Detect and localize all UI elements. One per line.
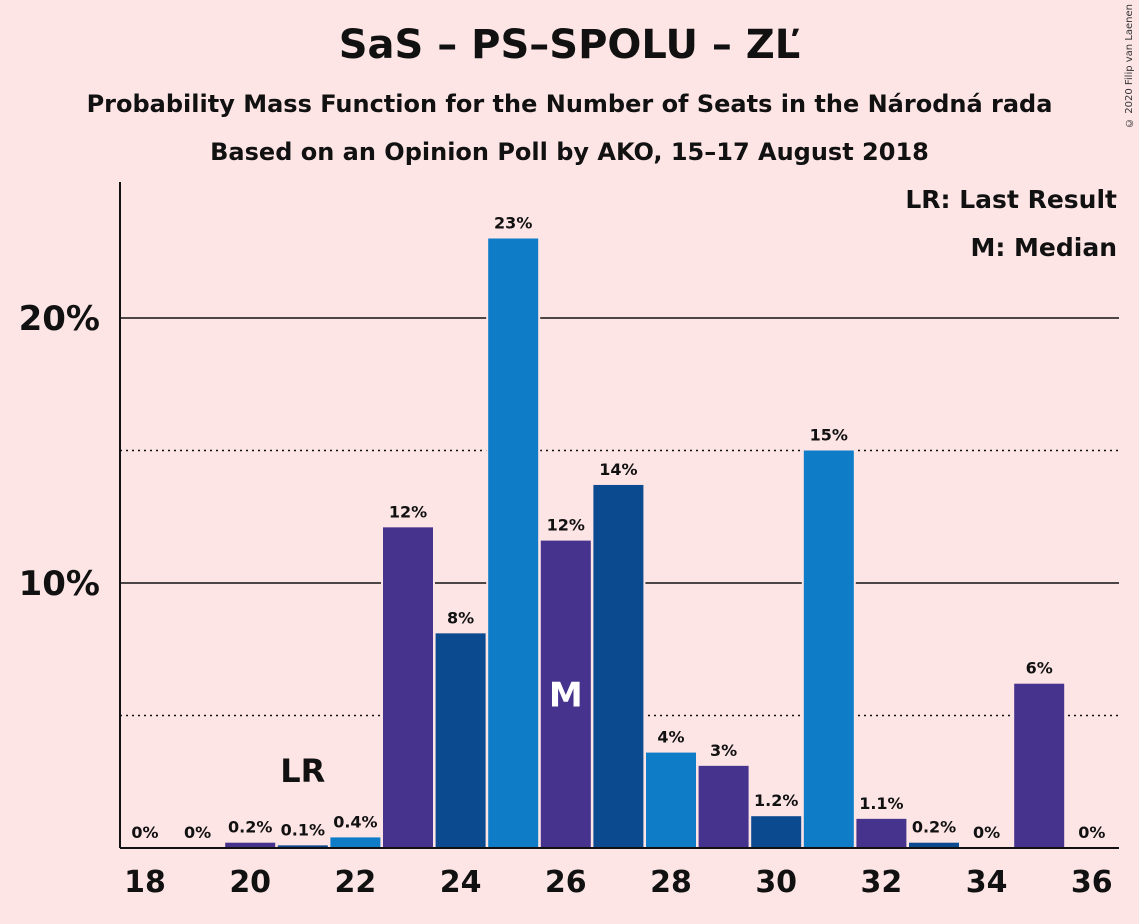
x-tick-label: 24 — [440, 865, 482, 900]
bar — [803, 450, 854, 848]
bar — [909, 842, 959, 848]
bar-value-label: 0.1% — [281, 820, 325, 839]
x-tick-label: 34 — [966, 865, 1008, 900]
bar-value-label: 0% — [131, 823, 158, 842]
bar-value-label: 3% — [710, 741, 737, 760]
bar-value-label: 1.2% — [754, 791, 798, 810]
x-tick-label: 22 — [335, 865, 377, 900]
bar-value-label: 0% — [973, 823, 1000, 842]
y-tick-label: 20% — [19, 299, 100, 339]
bar — [277, 845, 328, 848]
bar-value-label: 0.2% — [912, 818, 956, 837]
legend-last-result: LR: Last Result — [905, 185, 1117, 214]
bar-value-label: 14% — [599, 460, 637, 479]
bar-value-label: 0.4% — [333, 812, 377, 831]
last-result-marker: LR — [280, 752, 325, 790]
bar-value-label: 4% — [657, 728, 684, 747]
x-tick-label: 26 — [545, 865, 587, 900]
x-tick-label: 18 — [124, 865, 166, 900]
bar-value-label: 8% — [447, 608, 474, 627]
x-tick-label: 36 — [1071, 865, 1113, 900]
bar-value-label: 0% — [184, 823, 211, 842]
bar-value-label: 12% — [389, 502, 427, 521]
bar-value-label: 12% — [547, 516, 585, 535]
x-tick-label: 28 — [650, 865, 692, 900]
bar — [698, 765, 749, 848]
chart-title: SaS – PS–SPOLU – ZĽ — [338, 22, 801, 68]
bar-value-label: 0% — [1078, 823, 1105, 842]
bar-value-label: 6% — [1026, 659, 1053, 678]
bar — [330, 837, 381, 848]
bar — [646, 752, 696, 848]
bar-value-label: 23% — [494, 214, 532, 233]
legend-median: M: Median — [970, 233, 1117, 262]
bar-value-label: 1.1% — [859, 794, 903, 813]
x-tick-label: 20 — [229, 865, 271, 900]
bar — [1014, 683, 1065, 848]
chart-subtitle-poll: Based on an Opinion Poll by AKO, 15–17 A… — [210, 138, 929, 166]
bar-value-label: 0.2% — [228, 818, 272, 837]
bar — [383, 527, 433, 848]
bar — [540, 540, 591, 848]
bar — [593, 484, 644, 848]
x-tick-label: 32 — [861, 865, 903, 900]
bar — [751, 816, 802, 848]
bar — [856, 818, 907, 848]
median-marker: M — [549, 675, 583, 715]
bar — [225, 842, 276, 848]
bar-value-label: 15% — [810, 426, 848, 445]
x-tick-label: 30 — [755, 865, 797, 900]
chart-subtitle: Probability Mass Function for the Number… — [86, 90, 1053, 118]
y-tick-label: 10% — [19, 564, 100, 604]
bar — [488, 238, 539, 848]
bar — [435, 633, 486, 848]
